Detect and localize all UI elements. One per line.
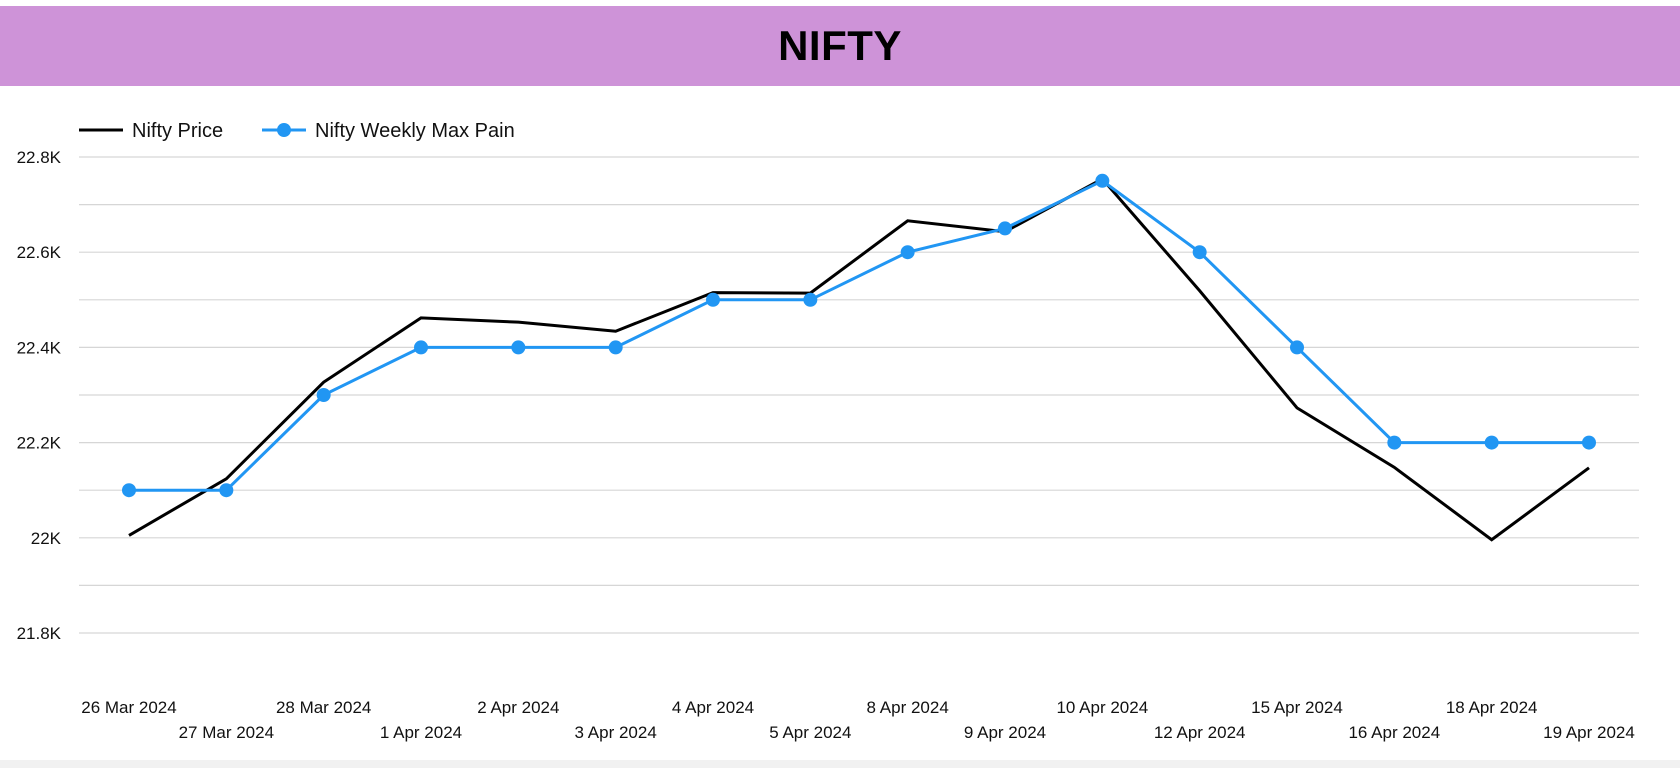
data-point[interactable]	[608, 340, 623, 355]
x-tick-label: 5 Apr 2024	[769, 723, 851, 742]
data-point[interactable]	[1484, 435, 1499, 450]
y-tick-label: 22.8K	[17, 148, 62, 167]
legend[interactable]: Nifty Price Nifty Weekly Max Pain	[79, 120, 515, 142]
x-tick-label: 9 Apr 2024	[964, 723, 1046, 742]
series-lines	[122, 173, 1596, 542]
line-chart: 21.8K 22K 22.2K 22.4K 22.6K 22.8K 26 Mar 2024…	[17, 120, 1639, 742]
data-point[interactable]	[1290, 340, 1304, 355]
chart-card: NIFTY 21.8K 22K 22.2K 22.4K 22.6K 22.8K 26 Ma…	[0, 6, 1680, 760]
y-axis-ticks: 21.8K 22K 22.2K 22.4K 22.6K 22.8K	[17, 148, 62, 643]
y-tick-label: 22.4K	[17, 338, 62, 357]
gridlines	[79, 156, 1639, 634]
data-point[interactable]	[1192, 245, 1207, 260]
x-tick-label: 27 Mar 2024	[179, 723, 274, 742]
data-point[interactable]	[219, 483, 234, 498]
x-tick-label: 26 Mar 2024	[81, 698, 176, 717]
bottom-strip	[0, 760, 1680, 768]
x-tick-label: 18 Apr 2024	[1446, 698, 1538, 717]
legend-item[interactable]: Nifty Weekly Max Pain	[262, 120, 515, 142]
data-point[interactable]	[316, 388, 331, 402]
x-tick-label: 15 Apr 2024	[1251, 698, 1343, 717]
x-tick-label: 1 Apr 2024	[380, 723, 462, 742]
data-point[interactable]	[706, 292, 720, 307]
data-point[interactable]	[122, 483, 136, 498]
data-point[interactable]	[511, 340, 526, 355]
data-point[interactable]	[998, 221, 1012, 236]
y-tick-label: 22K	[31, 529, 62, 548]
y-tick-label: 22.2K	[17, 434, 62, 453]
y-tick-label: 21.8K	[17, 624, 62, 643]
legend-marker	[277, 123, 291, 137]
x-tick-label: 19 Apr 2024	[1543, 723, 1635, 742]
x-tick-label: 16 Apr 2024	[1348, 723, 1440, 742]
chart-title: NIFTY	[778, 22, 902, 69]
x-tick-label: 28 Mar 2024	[276, 698, 371, 717]
legend-label: Nifty Price	[132, 120, 223, 142]
x-tick-label: 10 Apr 2024	[1056, 698, 1148, 717]
x-tick-label: 8 Apr 2024	[867, 698, 949, 717]
data-point[interactable]	[1095, 173, 1110, 188]
title-bar: NIFTY	[0, 6, 1680, 86]
data-point[interactable]	[1387, 435, 1402, 450]
x-tick-label: 3 Apr 2024	[575, 723, 657, 742]
series-line	[128, 177, 1590, 542]
data-point[interactable]	[1582, 435, 1596, 450]
series-nifty-price	[128, 177, 1590, 542]
legend-label: Nifty Weekly Max Pain	[315, 120, 515, 142]
series-line	[129, 179, 1589, 492]
data-point[interactable]	[414, 340, 428, 355]
series-nifty-weekly-max-pain	[122, 173, 1596, 498]
data-point[interactable]	[900, 245, 915, 260]
x-tick-label: 2 Apr 2024	[477, 698, 559, 717]
data-point[interactable]	[803, 292, 818, 307]
legend-item[interactable]: Nifty Price	[79, 120, 223, 142]
x-tick-label: 12 Apr 2024	[1154, 723, 1246, 742]
y-tick-label: 22.6K	[17, 243, 62, 262]
x-tick-label: 4 Apr 2024	[672, 698, 754, 717]
